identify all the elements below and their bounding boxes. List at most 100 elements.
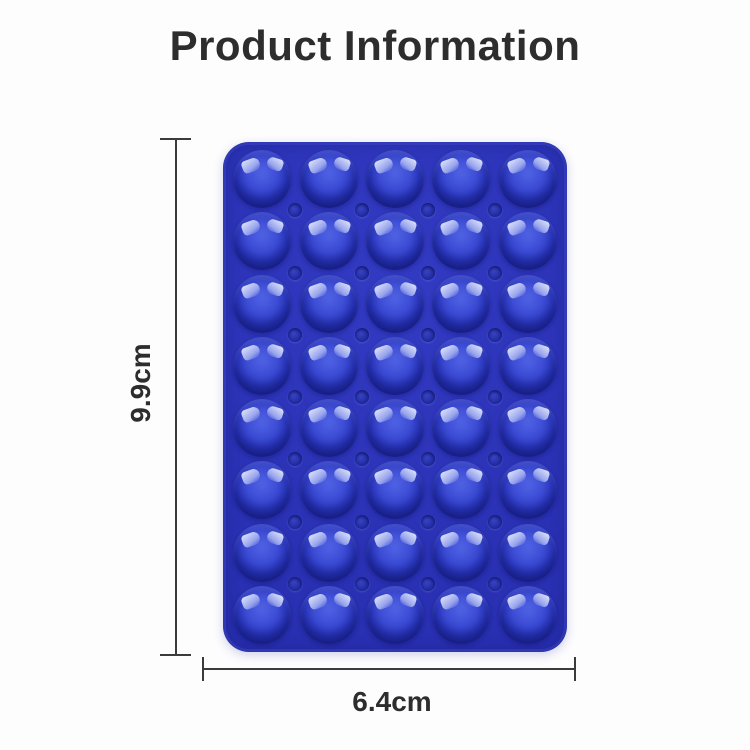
- suction-cup: [498, 399, 557, 458]
- suction-cup: [233, 461, 292, 520]
- pad-dot: [487, 576, 502, 591]
- pad-dot: [487, 452, 502, 467]
- suction-cup: [432, 399, 491, 458]
- suction-cup: [498, 461, 557, 520]
- suction-cup: [365, 523, 424, 582]
- suction-cup-cell: [362, 522, 428, 584]
- suction-cup-cell: [229, 459, 295, 521]
- suction-cup-cell: [362, 397, 428, 459]
- suction-cup: [365, 274, 424, 333]
- suction-cup: [299, 585, 358, 644]
- pad-dot: [288, 390, 303, 404]
- pad-dot: [288, 265, 303, 280]
- pad-dot: [421, 452, 436, 467]
- suction-cup: [432, 585, 491, 644]
- suction-cup: [365, 585, 424, 644]
- suction-cup: [233, 212, 292, 271]
- suction-cup: [299, 336, 358, 395]
- suction-cup: [299, 399, 358, 458]
- suction-cup-cell: [495, 397, 561, 459]
- pad-dot: [487, 203, 502, 218]
- pad-dot: [421, 327, 436, 342]
- pad-dot: [288, 452, 303, 467]
- suction-cup: [233, 150, 292, 209]
- pad-dot: [354, 390, 369, 404]
- suction-cup-cell: [495, 584, 561, 646]
- suction-cup-cell: [428, 335, 494, 397]
- suction-cup: [432, 523, 491, 582]
- height-dimension-line: [175, 139, 177, 655]
- pad-dot: [487, 327, 502, 342]
- suction-cup: [233, 399, 292, 458]
- pad-dot: [354, 265, 369, 280]
- page-title: Product Information: [169, 22, 581, 69]
- pad-dot: [421, 265, 436, 280]
- suction-cup: [299, 523, 358, 582]
- suction-cup: [365, 336, 424, 395]
- suction-cup-cell: [362, 148, 428, 210]
- suction-cup-cell: [362, 584, 428, 646]
- width-dimension-line: [203, 668, 575, 670]
- pad-dot: [354, 514, 369, 529]
- suction-cup: [432, 150, 491, 209]
- suction-cup-cell: [428, 273, 494, 335]
- height-dimension-cap-bottom: [160, 654, 191, 656]
- suction-cup: [299, 212, 358, 271]
- pad-dot: [288, 576, 303, 591]
- suction-cup-cell: [229, 522, 295, 584]
- suction-cup-cell: [295, 584, 361, 646]
- suction-cup-cell: [229, 273, 295, 335]
- pad-dot: [421, 576, 436, 591]
- suction-cup-cell: [362, 335, 428, 397]
- pad-dot: [354, 452, 369, 467]
- suction-cup: [498, 585, 557, 644]
- suction-cup: [365, 150, 424, 209]
- suction-cup-cell: [495, 335, 561, 397]
- pad-dot: [354, 327, 369, 342]
- suction-cup-cell: [295, 522, 361, 584]
- suction-cup-grid: [229, 148, 561, 646]
- suction-cup: [365, 461, 424, 520]
- suction-cup: [233, 585, 292, 644]
- suction-cup-cell: [229, 148, 295, 210]
- suction-cup-cell: [428, 522, 494, 584]
- suction-cup: [432, 461, 491, 520]
- suction-cup: [432, 336, 491, 395]
- pad-dot: [487, 514, 502, 529]
- pad-dot: [288, 203, 303, 218]
- pad-dot: [421, 390, 436, 404]
- suction-cup-cell: [428, 584, 494, 646]
- suction-cup-cell: [495, 210, 561, 272]
- suction-cup-cell: [295, 210, 361, 272]
- suction-cup: [498, 274, 557, 333]
- suction-cup-cell: [428, 148, 494, 210]
- suction-cup: [299, 150, 358, 209]
- suction-cup: [365, 399, 424, 458]
- suction-cup: [233, 336, 292, 395]
- suction-cup-cell: [229, 584, 295, 646]
- suction-cup-cell: [428, 459, 494, 521]
- suction-cup-cell: [229, 335, 295, 397]
- pad-dot: [354, 203, 369, 218]
- suction-cup: [432, 274, 491, 333]
- pad-dot: [354, 576, 369, 591]
- height-dimension-cap-top: [160, 138, 191, 140]
- suction-cup-cell: [229, 397, 295, 459]
- suction-cup-cell: [495, 273, 561, 335]
- suction-cup: [432, 212, 491, 271]
- height-dimension-label: 9.9cm: [125, 343, 156, 423]
- suction-cup-cell: [229, 210, 295, 272]
- pad-dot: [421, 514, 436, 529]
- suction-cup-cell: [495, 148, 561, 210]
- suction-cup-cell: [495, 459, 561, 521]
- suction-cup: [498, 150, 557, 209]
- suction-cup: [233, 523, 292, 582]
- suction-cup-cell: [295, 335, 361, 397]
- suction-cup: [498, 523, 557, 582]
- suction-cup-cell: [428, 210, 494, 272]
- suction-cup-cell: [428, 397, 494, 459]
- suction-cup-cell: [295, 273, 361, 335]
- width-dimension-cap-left: [202, 657, 204, 681]
- pad-dot: [288, 514, 303, 529]
